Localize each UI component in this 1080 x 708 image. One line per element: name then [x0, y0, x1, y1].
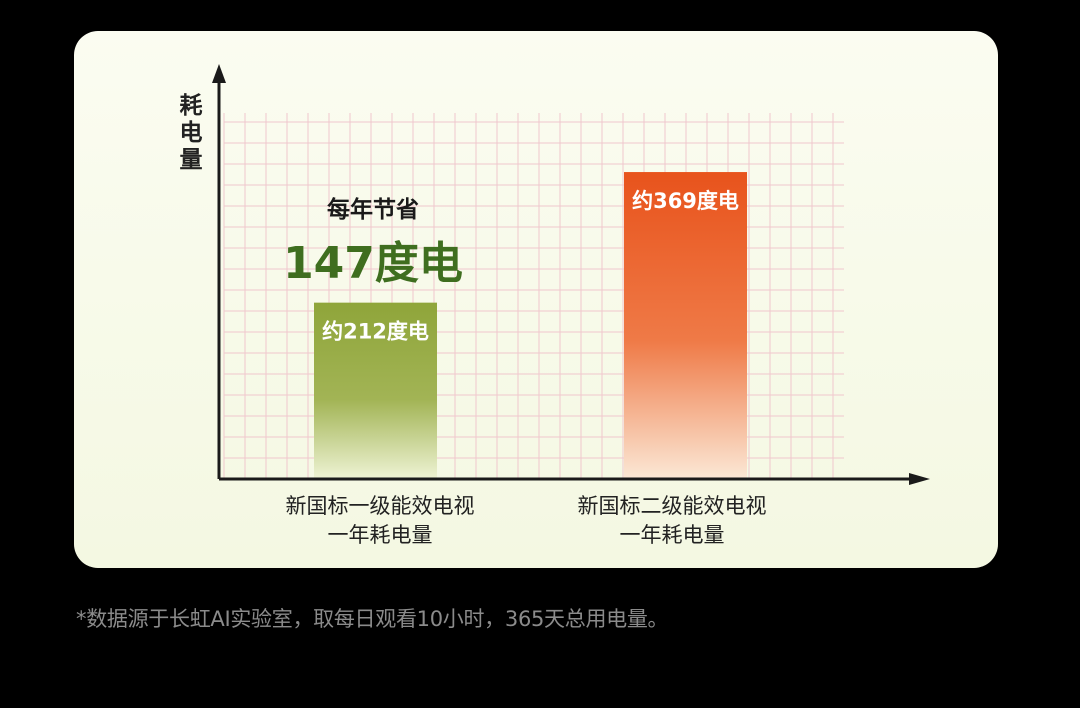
chart-card: 约212度电 约369度电 耗电量新国标一级能效电视一年耗电量 新国标二级能效电视一…	[74, 31, 998, 568]
savings-annotation-title: 每年节省	[327, 196, 419, 223]
savings-annotation-value: 147度电	[283, 238, 463, 289]
x-category-label-2: 新国标二级能效电视一年耗电量	[578, 494, 767, 547]
x-category-label-1: 新国标一级能效电视一年耗电量	[286, 494, 475, 547]
y-axis-arrow	[212, 64, 226, 83]
bar-1	[314, 302, 437, 479]
y-axis-label: 耗电量	[180, 93, 203, 173]
footnote: *数据源于长虹AI实验室，取每日观看10小时，365天总用电量。	[76, 607, 669, 631]
bar-2	[624, 172, 747, 480]
x-axis-arrow	[909, 473, 930, 485]
bar-1-value-label: 约212度电	[322, 320, 429, 344]
bar-2-value-label: 约369度电	[632, 189, 739, 213]
